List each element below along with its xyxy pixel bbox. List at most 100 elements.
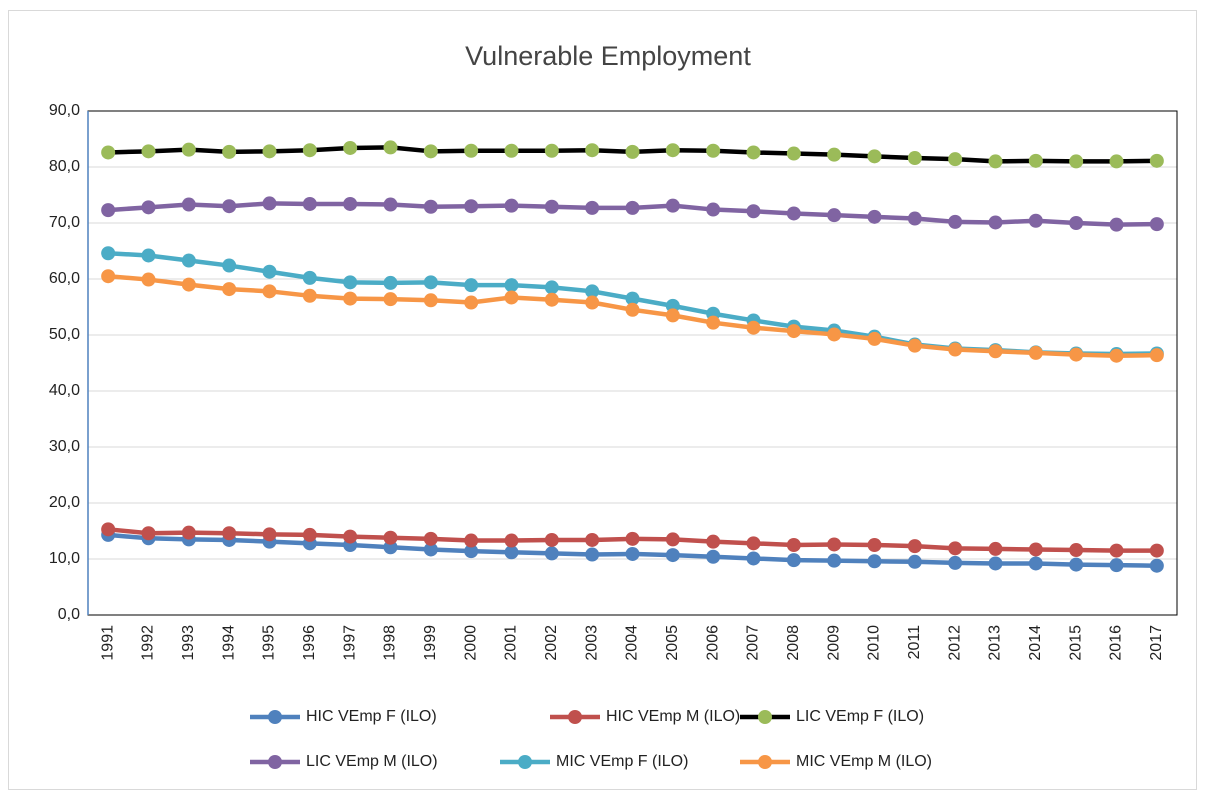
- data-point: [948, 555, 963, 570]
- data-point: [746, 536, 761, 551]
- data-point: [665, 308, 680, 323]
- data-point: [423, 199, 438, 214]
- data-point: [948, 214, 963, 229]
- data-point: [504, 198, 519, 213]
- data-point: [343, 529, 358, 544]
- data-point: [222, 526, 237, 541]
- y-tick-label: 20,0: [49, 494, 80, 511]
- data-point: [504, 278, 519, 293]
- x-tick-label: 1994: [220, 625, 237, 661]
- data-point: [665, 548, 680, 563]
- data-point: [786, 146, 801, 161]
- data-point: [1069, 216, 1084, 230]
- data-point: [625, 546, 640, 561]
- data-point: [625, 302, 640, 317]
- legend-label: HIC VEmp F (ILO): [306, 708, 437, 725]
- data-point: [988, 556, 1003, 571]
- x-tick-label: 2008: [785, 625, 802, 661]
- data-point: [544, 546, 559, 561]
- data-point: [585, 547, 600, 562]
- x-tick-label: 2007: [745, 625, 762, 661]
- data-point: [544, 292, 559, 307]
- data-point: [343, 291, 358, 306]
- data-point: [464, 278, 479, 293]
- x-tick-label: 2001: [503, 625, 520, 661]
- data-point: [262, 284, 277, 299]
- data-point: [827, 553, 842, 568]
- chart-border: [8, 10, 1197, 790]
- data-point: [746, 551, 761, 566]
- x-tick-label: 2014: [1027, 625, 1044, 661]
- data-point: [222, 144, 237, 159]
- data-point: [948, 152, 963, 167]
- data-point: [867, 538, 882, 552]
- data-point: [423, 275, 438, 290]
- data-point: [867, 554, 882, 569]
- data-point: [625, 291, 640, 306]
- legend-label: MIC VEmp M (ILO): [796, 753, 932, 770]
- x-tick-label: 2000: [462, 625, 479, 661]
- data-point: [101, 246, 116, 261]
- data-point: [141, 248, 156, 263]
- data-point: [867, 209, 882, 224]
- y-tick-label: 50,0: [49, 326, 80, 343]
- data-point: [907, 338, 922, 353]
- data-point: [1069, 543, 1084, 558]
- data-point: [302, 196, 317, 211]
- x-tick-label: 2004: [624, 625, 641, 661]
- data-point: [948, 342, 963, 357]
- y-tick-label: 30,0: [49, 438, 80, 455]
- data-point: [585, 143, 600, 158]
- x-tick-label: 1997: [341, 625, 358, 661]
- data-point: [544, 199, 559, 214]
- data-point: [181, 197, 196, 212]
- data-point: [827, 147, 842, 162]
- data-point: [464, 533, 479, 548]
- chart-title: Vulnerable Employment: [465, 41, 751, 71]
- data-point: [464, 295, 479, 310]
- data-point: [827, 537, 842, 552]
- y-tick-label: 40,0: [49, 382, 80, 399]
- data-point: [1149, 153, 1164, 168]
- data-point: [907, 211, 922, 226]
- x-tick-label: 1992: [140, 625, 157, 661]
- x-tick-label: 2009: [825, 625, 842, 661]
- data-point: [343, 196, 358, 211]
- data-point: [746, 204, 761, 219]
- x-tick-label: 2016: [1108, 625, 1125, 661]
- data-point: [222, 258, 237, 273]
- data-point: [665, 532, 680, 547]
- data-point: [786, 206, 801, 221]
- data-point: [867, 149, 882, 164]
- data-point: [1028, 556, 1043, 571]
- data-point: [141, 144, 156, 159]
- data-point: [141, 200, 156, 215]
- legend-label: MIC VEmp F (ILO): [556, 753, 688, 770]
- x-tick-label: 1996: [301, 625, 318, 661]
- data-point: [181, 142, 196, 157]
- data-point: [544, 280, 559, 295]
- data-point: [746, 320, 761, 335]
- x-tick-label: 1991: [99, 625, 116, 661]
- data-point: [585, 200, 600, 215]
- data-point: [262, 264, 277, 279]
- data-point: [504, 533, 519, 548]
- data-point: [1149, 543, 1164, 558]
- data-point: [665, 198, 680, 213]
- data-point: [585, 284, 600, 299]
- data-point: [464, 143, 479, 158]
- y-tick-label: 0,0: [58, 606, 80, 623]
- data-point: [1109, 154, 1124, 169]
- x-tick-label: 2006: [704, 625, 721, 661]
- data-point: [302, 288, 317, 303]
- legend-marker: [568, 710, 582, 724]
- data-point: [1069, 347, 1084, 362]
- y-tick-label: 80,0: [49, 158, 80, 175]
- data-point: [585, 532, 600, 547]
- data-point: [141, 526, 156, 541]
- data-point: [907, 151, 922, 166]
- data-point: [827, 327, 842, 342]
- data-point: [625, 531, 640, 546]
- x-tick-label: 2013: [987, 625, 1004, 661]
